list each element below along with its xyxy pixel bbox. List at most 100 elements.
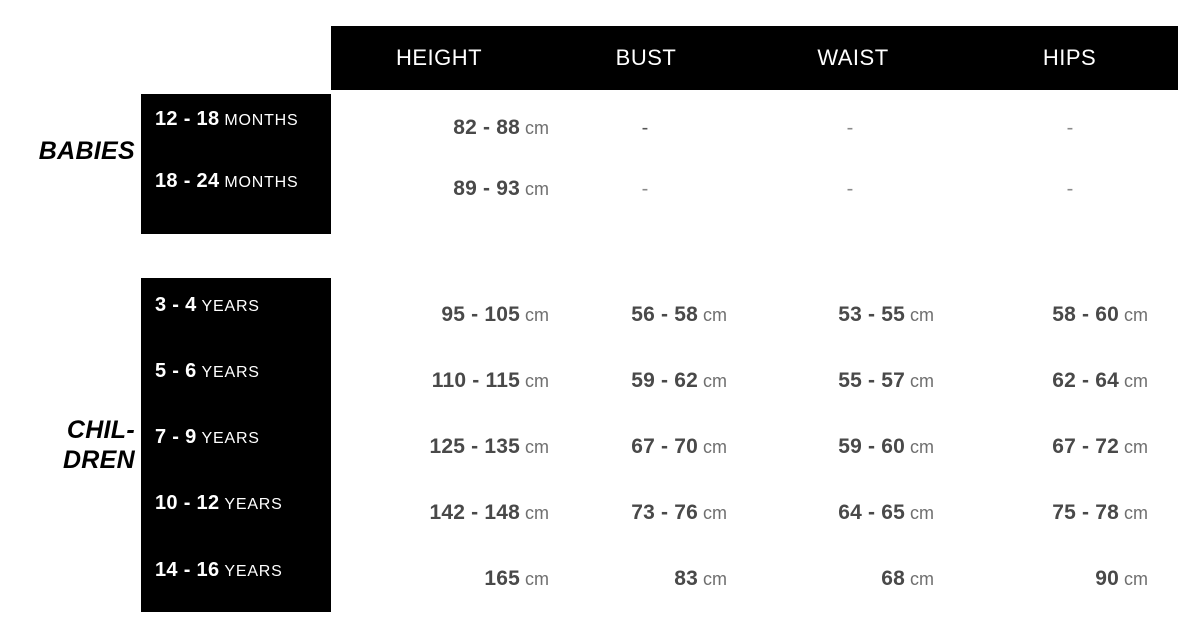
age-row-7-9-years: 7 - 9 YEARS — [155, 426, 260, 449]
age-block-babies: 12 - 18 MONTHS 18 - 24 MONTHS — [141, 94, 331, 234]
cell-babies-18-24-height: 89 - 93 cm — [349, 177, 549, 201]
cell-unit: cm — [910, 371, 934, 391]
cell-value: 59 - 62 — [631, 369, 698, 392]
cell-children-14-16-height: 165 cm — [349, 567, 549, 591]
cell-babies-18-24-hips: - — [990, 178, 1150, 201]
column-header-hips: HIPS — [1042, 45, 1097, 70]
cell-value: 56 - 58 — [631, 303, 698, 326]
cell-unit: cm — [525, 569, 549, 589]
cell-value: 67 - 70 — [631, 435, 698, 458]
cell-unit: cm — [703, 503, 727, 523]
cell-unit: cm — [1124, 503, 1148, 523]
cell-value: - — [1066, 178, 1074, 200]
cell-children-3-4-hips: 58 - 60 cm — [976, 303, 1148, 327]
age-block-children: 3 - 4 YEARS 5 - 6 YEARS 7 - 9 YEARS 10 - 12… — [141, 278, 331, 612]
cell-unit: cm — [1124, 437, 1148, 457]
cell-unit: cm — [910, 503, 934, 523]
cell-babies-12-18-bust: - — [565, 117, 725, 140]
group-label-line2: DREN — [62, 445, 135, 474]
cell-value: 110 - 115 — [431, 369, 520, 392]
cell-value: 95 - 105 — [441, 303, 520, 326]
cell-children-3-4-waist: 53 - 55 cm — [762, 303, 934, 327]
group-label-babies: BABIES — [38, 137, 135, 165]
cell-value: 59 - 60 — [838, 435, 905, 458]
age-unit: MONTHS — [224, 112, 299, 129]
cell-children-14-16-bust: 83 cm — [555, 567, 727, 591]
cell-children-5-6-waist: 55 - 57 cm — [762, 369, 934, 393]
age-unit: MONTHS — [224, 174, 299, 191]
cell-value: 142 - 148 — [429, 501, 520, 524]
cell-value: 68 — [881, 567, 905, 590]
cell-children-10-12-height: 142 - 148 cm — [349, 501, 549, 525]
cell-children-5-6-hips: 62 - 64 cm — [976, 369, 1148, 393]
cell-children-5-6-height: 110 - 115 cm — [349, 369, 549, 393]
age-row-5-6-years: 5 - 6 YEARS — [155, 360, 260, 383]
age-unit: YEARS — [224, 563, 283, 580]
cell-value: 83 — [674, 567, 698, 590]
age-unit: YEARS — [224, 496, 283, 513]
cell-value: 82 - 88 — [453, 116, 520, 139]
cell-value: 62 - 64 — [1052, 369, 1119, 392]
cell-babies-12-18-waist: - — [770, 117, 930, 140]
cell-unit: cm — [525, 503, 549, 523]
table-header-bar: HEIGHT BUST WAIST HIPS — [331, 26, 1178, 90]
cell-value: 89 - 93 — [453, 177, 520, 200]
cell-value: 67 - 72 — [1052, 435, 1119, 458]
cell-unit: cm — [525, 118, 549, 138]
group-label-line1: CHIL- — [66, 416, 135, 444]
cell-children-7-9-bust: 67 - 70 cm — [555, 435, 727, 459]
cell-value: - — [1066, 117, 1074, 139]
cell-children-10-12-bust: 73 - 76 cm — [555, 501, 727, 525]
cell-unit: cm — [525, 371, 549, 391]
cell-children-3-4-bust: 56 - 58 cm — [555, 303, 727, 327]
age-row-3-4-years: 3 - 4 YEARS — [155, 294, 260, 317]
age-range: 10 - 12 — [155, 492, 220, 514]
cell-babies-12-18-height: 82 - 88 cm — [349, 116, 549, 140]
cell-unit: cm — [1124, 371, 1148, 391]
age-row-14-16-years: 14 - 16 YEARS — [155, 559, 283, 582]
cell-unit: cm — [703, 437, 727, 457]
age-unit: YEARS — [201, 430, 260, 447]
cell-babies-18-24-waist: - — [770, 178, 930, 201]
cell-value: 55 - 57 — [838, 369, 905, 392]
age-range: 3 - 4 — [155, 294, 197, 316]
cell-babies-18-24-bust: - — [565, 178, 725, 201]
cell-unit: cm — [703, 305, 727, 325]
cell-unit: cm — [525, 179, 549, 199]
cell-value: 90 — [1095, 567, 1119, 590]
cell-value: 125 - 135 — [429, 435, 520, 458]
cell-children-7-9-waist: 59 - 60 cm — [762, 435, 934, 459]
column-header-height: HEIGHT — [395, 45, 483, 70]
cell-unit: cm — [1124, 305, 1148, 325]
cell-unit: cm — [910, 437, 934, 457]
age-unit: YEARS — [201, 364, 260, 381]
age-row-18-24-months: 18 - 24 MONTHS — [155, 170, 299, 193]
cell-value: 64 - 65 — [838, 501, 905, 524]
column-header-bust: BUST — [615, 45, 677, 70]
cell-children-3-4-height: 95 - 105 cm — [349, 303, 549, 327]
cell-value: 73 - 76 — [631, 501, 698, 524]
cell-value: - — [846, 178, 854, 200]
group-label-children: CHIL- DREN — [5, 416, 135, 475]
cell-children-5-6-bust: 59 - 62 cm — [555, 369, 727, 393]
cell-value: - — [846, 117, 854, 139]
cell-unit: cm — [525, 305, 549, 325]
cell-value: - — [641, 178, 649, 200]
age-range: 14 - 16 — [155, 559, 220, 581]
cell-children-10-12-waist: 64 - 65 cm — [762, 501, 934, 525]
cell-children-14-16-waist: 68 cm — [762, 567, 934, 591]
cell-unit: cm — [703, 569, 727, 589]
cell-value: 58 - 60 — [1052, 303, 1119, 326]
cell-children-14-16-hips: 90 cm — [976, 567, 1148, 591]
cell-unit: cm — [910, 305, 934, 325]
cell-babies-12-18-hips: - — [990, 117, 1150, 140]
column-header-waist: WAIST — [817, 45, 889, 70]
cell-unit: cm — [703, 371, 727, 391]
cell-children-7-9-hips: 67 - 72 cm — [976, 435, 1148, 459]
cell-value: - — [641, 117, 649, 139]
cell-unit: cm — [1124, 569, 1148, 589]
age-unit: YEARS — [201, 298, 260, 315]
cell-value: 75 - 78 — [1052, 501, 1119, 524]
age-row-10-12-years: 10 - 12 YEARS — [155, 492, 283, 515]
age-row-12-18-months: 12 - 18 MONTHS — [155, 108, 299, 131]
